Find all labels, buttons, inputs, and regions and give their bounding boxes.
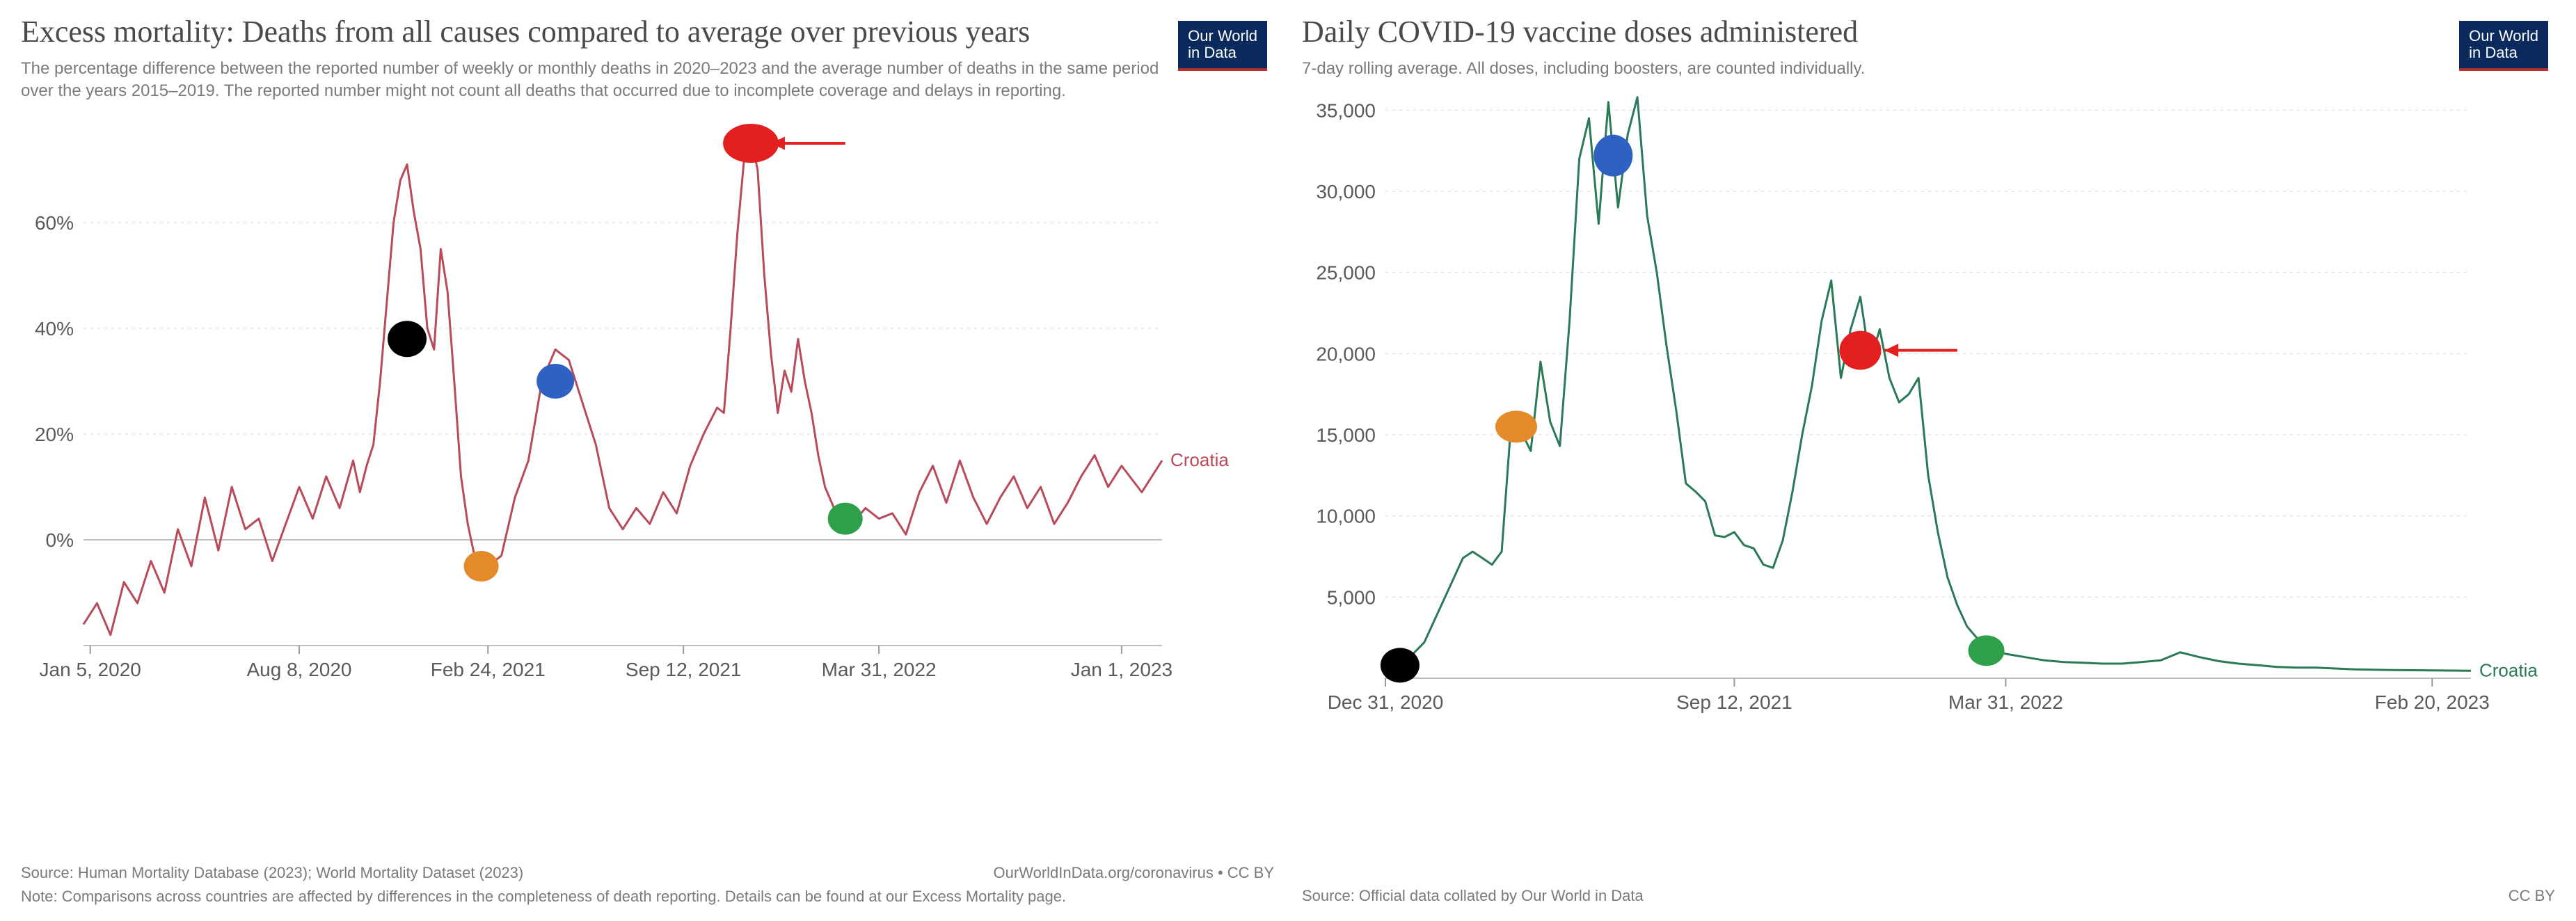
annotation-marker [1593,135,1632,177]
chart-plot-area: 5,000 10,000 15,000 20,000 25,000 30,000 35,00… [1302,87,2555,876]
svg-text:30,000: 30,000 [1316,181,1376,202]
series-label: Croatia [2479,659,2538,680]
svg-text:25,000: 25,000 [1316,262,1376,284]
line-chart: 5,000 10,000 15,000 20,000 25,000 30,000 35,00… [1302,87,2555,876]
source-text: Source: Official data collated by Our Wo… [1302,886,1644,907]
chart-subtitle: The percentage difference between the re… [21,58,1174,103]
svg-text:40%: 40% [35,318,74,339]
svg-text:20,000: 20,000 [1316,344,1376,365]
annotation-marker [536,364,574,399]
svg-text:Dec 31, 2020: Dec 31, 2020 [1328,691,1444,713]
source-text: Source: Human Mortality Database (2023);… [21,863,523,884]
chart-title: Excess mortality: Deaths from all causes… [21,14,1149,51]
annotation-marker [1495,411,1537,443]
svg-text:Sep 12, 2021: Sep 12, 2021 [626,659,742,680]
svg-text:Aug 8, 2020: Aug 8, 2020 [246,659,351,680]
svg-text:Sep 12, 2021: Sep 12, 2021 [1676,691,1792,713]
chart-footer: Source: Official data collated by Our Wo… [1302,886,2555,907]
attribution-text: CC BY [2509,886,2555,907]
vaccine-doses-panel: Our Worldin Data Daily COVID-19 vaccine … [1302,14,2555,907]
svg-text:35,000: 35,000 [1316,100,1376,122]
svg-text:5,000: 5,000 [1327,587,1376,609]
annotation-marker [1840,331,1882,370]
chart-title: Daily COVID-19 vaccine doses administere… [1302,14,2430,51]
svg-text:60%: 60% [35,212,74,234]
chart-subtitle: 7-day rolling average. All doses, includ… [1302,58,2455,80]
svg-text:Feb 20, 2023: Feb 20, 2023 [2375,691,2490,713]
svg-text:10,000: 10,000 [1316,506,1376,527]
annotation-marker [1969,636,2005,666]
excess-mortality-panel: Our Worldin Data Excess mortality: Death… [21,14,1274,907]
annotation-marker [828,502,863,534]
svg-text:20%: 20% [35,424,74,445]
series-label: Croatia [1170,449,1229,470]
svg-text:Jan 1, 2023: Jan 1, 2023 [1071,659,1172,680]
svg-text:Jan 5, 2020: Jan 5, 2020 [40,659,141,680]
svg-text:0%: 0% [46,529,74,551]
owid-badge: Our Worldin Data [2459,21,2548,71]
svg-text:Mar 31, 2022: Mar 31, 2022 [822,659,937,680]
annotation-marker [388,321,427,357]
annotation-marker [723,124,779,163]
annotation-marker [1381,648,1420,683]
svg-text:15,000: 15,000 [1316,424,1376,446]
owid-badge: Our Worldin Data [1178,21,1267,71]
chart-plot-area: 0% 20% 40% 60% Jan 5, 2020 Aug 8, 2020 Feb 24,… [21,110,1274,853]
series-line [1385,97,2471,672]
series-line [84,138,1162,634]
svg-text:Feb 24, 2021: Feb 24, 2021 [431,659,546,680]
chart-note: Note: Comparisons across countries are a… [21,886,1274,907]
line-chart: 0% 20% 40% 60% Jan 5, 2020 Aug 8, 2020 Feb 24,… [21,110,1274,853]
attribution-text: OurWorldInData.org/coronavirus • CC BY [994,863,1274,884]
svg-text:Mar 31, 2022: Mar 31, 2022 [1948,691,2063,713]
annotation-marker [464,551,499,582]
chart-footer: Source: Human Mortality Database (2023);… [21,863,1274,884]
